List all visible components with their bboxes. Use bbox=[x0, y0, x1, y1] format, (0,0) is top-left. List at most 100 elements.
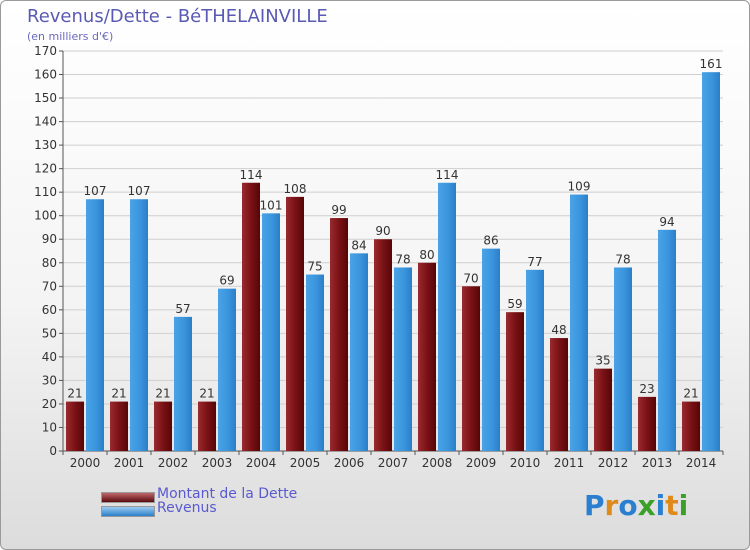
y-tick-label: 150 bbox=[34, 91, 57, 105]
bar-revenue bbox=[350, 253, 368, 451]
x-tick-label: 2001 bbox=[114, 456, 145, 470]
data-label-revenue: 84 bbox=[351, 238, 366, 252]
bar-revenue bbox=[614, 267, 632, 451]
data-label-debt: 21 bbox=[67, 387, 82, 401]
x-tick-label: 2003 bbox=[202, 456, 233, 470]
bar-debt bbox=[242, 182, 260, 451]
x-tick-label: 2008 bbox=[422, 456, 453, 470]
bar-revenue bbox=[306, 274, 324, 451]
data-label-debt: 21 bbox=[199, 387, 214, 401]
y-tick-label: 100 bbox=[34, 209, 57, 223]
bar-revenue bbox=[526, 269, 544, 451]
data-label-debt: 70 bbox=[463, 271, 478, 285]
proxiti-logo: Proxiti bbox=[584, 489, 688, 522]
data-label-revenue: 69 bbox=[219, 274, 234, 288]
x-tick-label: 2009 bbox=[466, 456, 497, 470]
data-label-revenue: 109 bbox=[568, 180, 591, 194]
bar-debt bbox=[506, 312, 524, 451]
data-label-revenue: 75 bbox=[307, 260, 322, 274]
bar-revenue bbox=[702, 72, 720, 452]
bar-debt bbox=[154, 401, 172, 451]
y-tick-label: 170 bbox=[34, 44, 57, 58]
data-label-debt: 35 bbox=[595, 354, 610, 368]
data-label-revenue: 161 bbox=[700, 57, 723, 71]
y-tick-label: 60 bbox=[42, 303, 57, 317]
chart-title: Revenus/Dette - BéTHELAINVILLE bbox=[27, 6, 328, 27]
data-label-debt: 59 bbox=[507, 297, 522, 311]
bar-revenue bbox=[394, 267, 412, 451]
bar-debt bbox=[330, 218, 348, 451]
bar-revenue bbox=[438, 182, 456, 451]
bar-debt bbox=[286, 196, 304, 451]
x-tick-label: 2011 bbox=[554, 456, 585, 470]
bar-debt bbox=[682, 401, 700, 451]
x-tick-label: 2012 bbox=[598, 456, 629, 470]
data-label-debt: 114 bbox=[240, 168, 263, 182]
x-tick-label: 2010 bbox=[510, 456, 541, 470]
y-tick-label: 120 bbox=[34, 162, 57, 176]
bar-debt bbox=[66, 401, 84, 451]
bar-revenue bbox=[174, 316, 192, 451]
data-label-debt: 99 bbox=[331, 203, 346, 217]
data-label-revenue: 78 bbox=[395, 252, 410, 266]
data-label-revenue: 78 bbox=[615, 252, 630, 266]
x-tick-label: 2000 bbox=[70, 456, 101, 470]
bar-revenue bbox=[218, 288, 236, 451]
bar-revenue bbox=[482, 248, 500, 451]
bar-revenue bbox=[262, 213, 280, 451]
logo-letter: t bbox=[665, 489, 679, 522]
y-tick-label: 90 bbox=[42, 232, 57, 246]
logo-letter: r bbox=[604, 489, 619, 522]
logo-letter: P bbox=[584, 489, 605, 522]
y-tick-label: 10 bbox=[42, 420, 57, 434]
y-tick-label: 70 bbox=[42, 279, 57, 293]
bar-debt bbox=[110, 401, 128, 451]
bar-debt bbox=[550, 338, 568, 451]
data-label-revenue: 86 bbox=[483, 234, 498, 248]
data-label-debt: 108 bbox=[284, 182, 307, 196]
y-tick-label: 130 bbox=[34, 138, 57, 152]
x-tick-label: 2002 bbox=[158, 456, 189, 470]
x-tick-label: 2006 bbox=[334, 456, 365, 470]
y-tick-label: 140 bbox=[34, 115, 57, 129]
bar-debt bbox=[462, 286, 480, 451]
data-label-revenue: 107 bbox=[84, 184, 107, 198]
y-tick-label: 0 bbox=[49, 444, 57, 458]
data-label-debt: 80 bbox=[419, 248, 434, 262]
x-tick-label: 2013 bbox=[642, 456, 673, 470]
bar-debt bbox=[418, 262, 436, 451]
bar-debt bbox=[594, 368, 612, 451]
legend-swatch-revenue bbox=[101, 506, 155, 517]
legend-label-revenue: Revenus bbox=[157, 500, 217, 516]
y-tick-label: 160 bbox=[34, 68, 57, 82]
y-tick-label: 50 bbox=[42, 326, 57, 340]
data-label-revenue: 77 bbox=[527, 255, 542, 269]
legend-swatch-debt bbox=[101, 492, 155, 503]
logo-letter: x bbox=[637, 489, 656, 522]
bar-debt bbox=[198, 401, 216, 451]
data-label-revenue: 101 bbox=[260, 198, 283, 212]
data-label-debt: 21 bbox=[111, 387, 126, 401]
bar-revenue bbox=[658, 229, 676, 451]
data-label-revenue: 107 bbox=[128, 184, 151, 198]
data-label-debt: 23 bbox=[639, 382, 654, 396]
y-tick-label: 80 bbox=[42, 256, 57, 270]
bar-revenue bbox=[130, 199, 148, 451]
bar-revenue bbox=[570, 194, 588, 451]
logo-letter: i bbox=[678, 489, 689, 522]
data-label-revenue: 114 bbox=[436, 168, 459, 182]
y-tick-label: 40 bbox=[42, 350, 57, 364]
x-tick-label: 2004 bbox=[246, 456, 277, 470]
y-tick-label: 20 bbox=[42, 397, 57, 411]
y-tick-label: 30 bbox=[42, 373, 57, 387]
bar-debt bbox=[374, 239, 392, 451]
data-label-revenue: 94 bbox=[659, 215, 674, 229]
bar-debt bbox=[638, 396, 656, 451]
data-label-debt: 90 bbox=[375, 224, 390, 238]
x-tick-label: 2014 bbox=[686, 456, 717, 470]
data-label-debt: 48 bbox=[551, 323, 566, 337]
logo-letter: i bbox=[655, 489, 666, 522]
legend-label-debt: Montant de la Dette bbox=[157, 486, 298, 502]
